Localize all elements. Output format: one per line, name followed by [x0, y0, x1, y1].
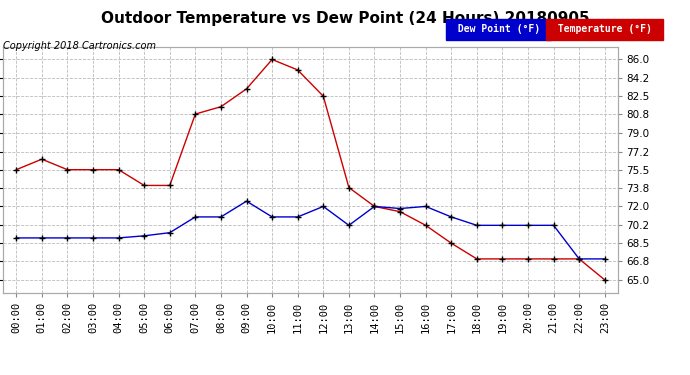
Text: Dew Point (°F): Dew Point (°F)	[452, 24, 546, 34]
Text: Outdoor Temperature vs Dew Point (24 Hours) 20180905: Outdoor Temperature vs Dew Point (24 Hou…	[101, 11, 589, 26]
Text: Temperature (°F): Temperature (°F)	[552, 24, 658, 34]
Text: Copyright 2018 Cartronics.com: Copyright 2018 Cartronics.com	[3, 41, 157, 51]
